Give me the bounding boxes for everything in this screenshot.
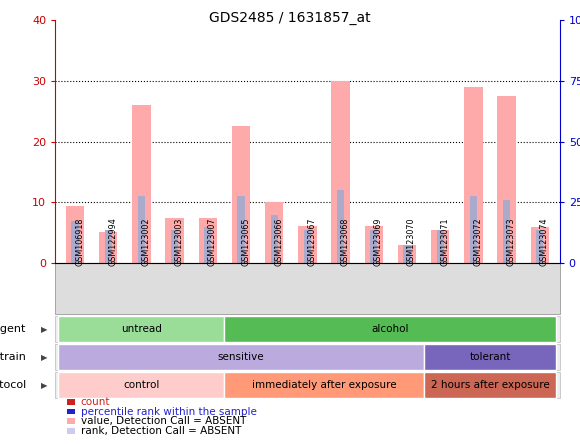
Bar xyxy=(304,230,311,263)
Bar xyxy=(464,87,483,263)
Bar xyxy=(71,221,79,263)
Bar xyxy=(138,196,145,263)
Bar xyxy=(171,230,178,263)
Text: immediately after exposure: immediately after exposure xyxy=(252,380,396,390)
Bar xyxy=(498,96,516,263)
Text: GSM123073: GSM123073 xyxy=(506,218,516,266)
Text: count: count xyxy=(81,397,110,407)
Bar xyxy=(403,245,411,263)
Text: GSM123067: GSM123067 xyxy=(307,218,317,266)
Text: GSM123068: GSM123068 xyxy=(340,218,350,266)
Bar xyxy=(431,230,450,263)
Bar xyxy=(99,232,117,263)
Text: percentile rank within the sample: percentile rank within the sample xyxy=(81,407,256,416)
Bar xyxy=(298,226,317,263)
Text: GSM123066: GSM123066 xyxy=(274,218,283,266)
Bar xyxy=(437,230,444,263)
Text: protocol: protocol xyxy=(0,380,26,390)
Bar xyxy=(232,127,250,263)
Bar xyxy=(104,230,112,263)
Bar xyxy=(66,206,84,263)
Bar xyxy=(503,200,510,263)
Text: value, Detection Call = ABSENT: value, Detection Call = ABSENT xyxy=(81,416,246,426)
Text: alcohol: alcohol xyxy=(372,324,409,334)
Bar xyxy=(199,218,217,263)
Bar xyxy=(470,196,477,263)
Text: GSM123069: GSM123069 xyxy=(374,218,383,266)
Text: tolerant: tolerant xyxy=(469,352,510,362)
Text: sensitive: sensitive xyxy=(218,352,264,362)
Bar xyxy=(536,230,543,263)
Bar xyxy=(331,81,350,263)
Bar xyxy=(365,226,383,263)
Text: GSM123074: GSM123074 xyxy=(540,218,549,266)
Text: GSM123072: GSM123072 xyxy=(473,217,483,266)
Text: strain: strain xyxy=(0,352,26,362)
Text: GSM123007: GSM123007 xyxy=(208,218,217,266)
Text: rank, Detection Call = ABSENT: rank, Detection Call = ABSENT xyxy=(81,426,241,436)
Bar xyxy=(265,202,284,263)
Text: GSM123071: GSM123071 xyxy=(440,218,449,266)
Text: GSM122994: GSM122994 xyxy=(108,217,117,266)
Text: GSM123003: GSM123003 xyxy=(175,218,184,266)
Text: untread: untread xyxy=(121,324,162,334)
Bar xyxy=(270,214,278,263)
Bar xyxy=(132,105,151,263)
Text: ▶: ▶ xyxy=(41,325,48,334)
Bar xyxy=(398,245,416,263)
Text: agent: agent xyxy=(0,324,26,334)
Text: GSM123002: GSM123002 xyxy=(142,218,150,266)
Bar xyxy=(237,196,245,263)
Text: GDS2485 / 1631857_at: GDS2485 / 1631857_at xyxy=(209,11,371,25)
Text: control: control xyxy=(123,380,160,390)
Text: ▶: ▶ xyxy=(41,381,48,390)
Bar xyxy=(370,230,378,263)
Text: 2 hours after exposure: 2 hours after exposure xyxy=(430,380,549,390)
Bar xyxy=(204,227,212,263)
Text: GSM123065: GSM123065 xyxy=(241,218,250,266)
Bar xyxy=(531,227,549,263)
Text: ▶: ▶ xyxy=(41,353,48,362)
Bar xyxy=(337,190,345,263)
Text: GSM123070: GSM123070 xyxy=(407,218,416,266)
Bar xyxy=(165,218,184,263)
Text: GSM106918: GSM106918 xyxy=(75,218,84,266)
